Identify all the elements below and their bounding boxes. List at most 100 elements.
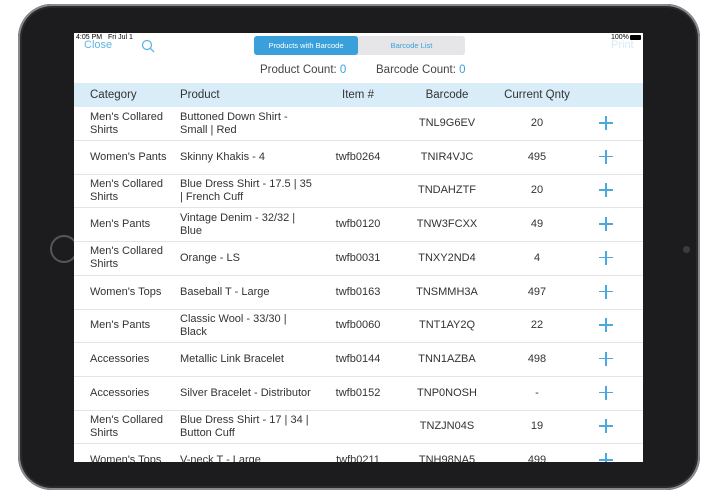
cell-category: Accessories: [90, 377, 178, 410]
qty-text: 22: [530, 319, 544, 332]
barcode-text: TNW3FCXX: [416, 218, 478, 231]
cell-product: Baseball T - Large: [180, 276, 314, 309]
product-text: Metallic Link Bracelet: [180, 352, 284, 365]
category-text: Accessories: [90, 386, 150, 399]
add-button[interactable]: [599, 183, 613, 198]
tab[interactable]: Barcode List: [390, 41, 433, 50]
product-text: V-neck T - Large: [180, 454, 261, 462]
add-button[interactable]: [599, 284, 613, 299]
barcode-count: Barcode Count: 0: [376, 64, 466, 76]
cell-item: twfb0152: [314, 377, 402, 410]
cell-barcode: TNW3FCXX: [402, 208, 492, 241]
add-button[interactable]: [599, 250, 613, 265]
tab-selected[interactable]: Products with Barcode: [254, 36, 358, 55]
add-button[interactable]: [599, 217, 613, 232]
qty-text: 49: [530, 218, 544, 231]
cell-category: Men's Collared Shirts: [90, 410, 178, 443]
cell-product: Blue Dress Shirt - 17 | 34 | Button Cuff: [180, 410, 314, 443]
cell-category: Women's Pants: [90, 141, 178, 174]
column-header: Product: [180, 89, 220, 101]
cell-barcode: TNN1AZBA: [402, 343, 492, 376]
table-row[interactable]: Men's Pants Classic Wool - 33/30 | Black t…: [74, 309, 643, 344]
table-row[interactable]: Women's Pants Skinny Khakis - 4 twfb0264 TN…: [74, 141, 643, 175]
qty-text: -: [535, 386, 539, 399]
table-row[interactable]: Men's Collared Shirts Orange - LS twfb0031…: [74, 242, 643, 276]
add-button[interactable]: [599, 351, 613, 366]
camera: [683, 246, 690, 253]
product-text: Buttoned Down Shirt - Small | Red: [180, 110, 288, 136]
battery-icon: [630, 35, 641, 40]
cell-product: Skinny Khakis - 4: [180, 141, 314, 174]
cell-product: V-neck T - Large: [180, 444, 314, 462]
add-button[interactable]: [599, 453, 613, 462]
barcode-text: TNXY2ND4: [418, 251, 476, 264]
table-row[interactable]: Men's Collared Shirts Buttoned Down Shirt…: [74, 107, 643, 141]
close-button[interactable]: Close: [84, 39, 113, 51]
cell-item: twfb0060: [314, 309, 402, 342]
barcode-text: TNP0NOSH: [417, 386, 477, 399]
add-button[interactable]: [599, 419, 613, 434]
category-text: Women's Pants: [90, 150, 167, 163]
add-button[interactable]: [599, 149, 613, 164]
cell-barcode: TNH98NA5: [402, 444, 492, 462]
search-icon[interactable]: [141, 39, 155, 53]
cell-qty: 20: [492, 174, 582, 207]
cell-item: twfb0264: [314, 141, 402, 174]
product-text: Orange - LS: [180, 251, 240, 264]
cell-item: twfb0144: [314, 343, 402, 376]
cell-barcode: TNSMMH3A: [402, 276, 492, 309]
qty-text: 499: [527, 454, 547, 462]
cell-barcode: TNP0NOSH: [402, 377, 492, 410]
cell-product: Silver Bracelet - Distributor: [180, 377, 314, 410]
category-text: Accessories: [90, 352, 150, 365]
cell-category: Men's Collared Shirts: [90, 107, 178, 140]
count-value: 0: [459, 64, 466, 76]
category-text: Men's Pants: [90, 218, 151, 231]
cell-barcode: TNL9G6EV: [402, 107, 492, 140]
item-text: twfb0120: [335, 218, 381, 231]
barcode-text: TNH98NA5: [418, 454, 476, 462]
cell-product: Vintage Denim - 32/32 | Blue: [180, 208, 314, 241]
cell-qty: 497: [492, 276, 582, 309]
cell-category: Accessories: [90, 343, 178, 376]
cell-qty: 20: [492, 107, 582, 140]
table-row[interactable]: Women's Tops V-neck T - Large twfb0211 TNH9…: [74, 444, 643, 462]
table-row[interactable]: Women's Tops Baseball T - Large twfb0163 TN…: [74, 276, 643, 310]
qty-text: 19: [530, 420, 544, 433]
table-row[interactable]: Accessories Silver Bracelet - Distributor…: [74, 377, 643, 411]
cell-category: Women's Tops: [90, 276, 178, 309]
qty-text: 20: [530, 184, 544, 197]
product-text: Skinny Khakis - 4: [180, 150, 265, 163]
cell-qty: 19: [492, 410, 582, 443]
qty-text: 497: [527, 285, 547, 298]
category-text: Men's Collared Shirts: [90, 245, 164, 271]
add-button[interactable]: [599, 318, 613, 333]
cell-barcode: TNXY2ND4: [402, 242, 492, 275]
table-row[interactable]: Accessories Metallic Link Bracelet twfb014…: [74, 343, 643, 377]
status-time: 4:05 PM: [76, 34, 103, 41]
print-button[interactable]: Print: [611, 39, 634, 51]
table-row[interactable]: Men's Collared Shirts Blue Dress Shirt - …: [74, 410, 643, 445]
column-header: Item #: [342, 89, 374, 101]
product-text: Silver Bracelet - Distributor: [180, 386, 311, 399]
cell-product: Orange - LS: [180, 242, 314, 275]
barcode-text: TNT1AY2Q: [418, 319, 476, 332]
cell-product: Blue Dress Shirt - 17.5 | 35 | French Cu…: [180, 174, 314, 207]
add-button[interactable]: [599, 385, 613, 400]
cell-category: Men's Pants: [90, 309, 178, 342]
product-text: Baseball T - Large: [180, 285, 270, 298]
barcode-text: TNIR4VJC: [420, 150, 474, 163]
add-button[interactable]: [599, 116, 613, 130]
column-header: Current Qnty: [504, 89, 570, 101]
cell-qty: 495: [492, 141, 582, 174]
cell-barcode: TNZJN04S: [402, 410, 492, 443]
category-text: Men's Collared Shirts: [90, 177, 164, 203]
column-header: Category: [90, 89, 137, 101]
product-text: Blue Dress Shirt - 17.5 | 35 | French Cu…: [180, 177, 312, 203]
item-text: twfb0264: [335, 150, 381, 163]
cell-barcode: TNDAHZTF: [402, 174, 492, 207]
table-row[interactable]: Men's Pants Vintage Denim - 32/32 | Blue t…: [74, 208, 643, 243]
table-row[interactable]: Men's Collared Shirts Blue Dress Shirt - …: [74, 174, 643, 209]
cell-qty: 498: [492, 343, 582, 376]
